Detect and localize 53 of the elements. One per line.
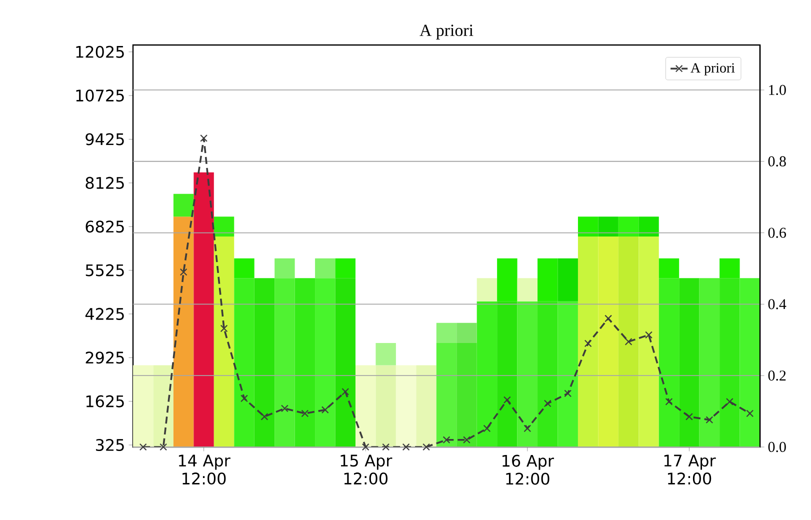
point xyxy=(604,314,612,322)
point xyxy=(746,410,754,418)
y2-tick-label: 0.6 xyxy=(768,228,786,238)
point xyxy=(463,436,470,444)
point xyxy=(180,268,188,276)
point xyxy=(483,424,491,432)
y-tick-label: 8125 xyxy=(86,176,124,189)
chart-title: A priori xyxy=(420,24,474,40)
y-tick-label: 9425 xyxy=(86,133,124,146)
y2-tick-label: 1.0 xyxy=(769,84,786,96)
y-tick-label: 4225 xyxy=(85,308,124,320)
y-tick-label: 6825 xyxy=(86,220,124,233)
point xyxy=(665,398,673,406)
point xyxy=(220,324,228,332)
point xyxy=(139,443,147,451)
point xyxy=(342,388,350,396)
y2-tick-label: 0.0 xyxy=(768,442,786,452)
point xyxy=(280,404,288,412)
point xyxy=(422,443,430,451)
point xyxy=(624,338,632,346)
x-tick-label: 14 Apr 12:00 xyxy=(178,454,230,485)
point xyxy=(240,394,248,402)
point xyxy=(321,406,329,414)
x-tick-label: 17 Apr 12:00 xyxy=(664,454,716,485)
point xyxy=(402,443,410,451)
legend-label: A priori xyxy=(690,63,735,76)
point xyxy=(544,400,552,408)
point xyxy=(503,396,511,404)
point xyxy=(645,331,652,339)
x-tick-label: 15 Apr 12:00 xyxy=(340,454,392,485)
point xyxy=(564,390,572,398)
y-tick-label: 12025 xyxy=(76,46,124,58)
y2-tick-label: 0.8 xyxy=(768,156,786,166)
point xyxy=(685,412,693,420)
x-tick-label: 16 Apr 12:00 xyxy=(502,454,554,485)
point xyxy=(362,443,370,451)
point xyxy=(524,424,532,432)
point xyxy=(382,443,390,451)
point xyxy=(706,416,714,424)
y-tick-label: 1625 xyxy=(86,395,124,408)
y2-tick-label: 0.4 xyxy=(768,299,786,310)
y-tick-label: 10725 xyxy=(76,90,124,102)
point xyxy=(726,398,734,406)
y-tick-label: 2925 xyxy=(86,352,124,364)
point xyxy=(260,412,268,420)
point xyxy=(442,436,450,444)
y-tick-label: 5525 xyxy=(86,264,124,276)
y2-tick-label: 0.2 xyxy=(768,370,786,381)
point xyxy=(200,134,208,142)
point xyxy=(160,443,168,451)
point xyxy=(584,340,592,348)
y-tick-label: 325 xyxy=(96,438,124,452)
point xyxy=(301,410,309,418)
